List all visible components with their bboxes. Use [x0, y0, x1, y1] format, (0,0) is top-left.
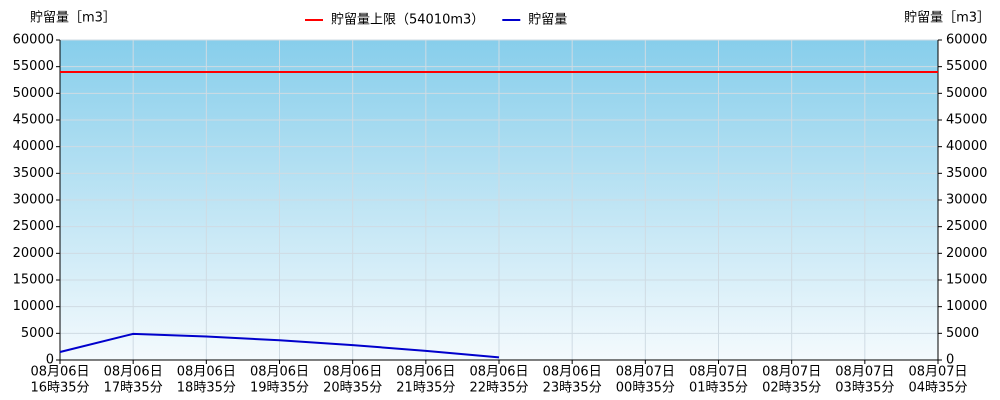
- x-tick-label: 18時35分: [177, 381, 236, 396]
- x-tick-label: 08月06日: [104, 365, 163, 380]
- y2-tick-label: 50000: [946, 86, 987, 101]
- y-tick-label: 15000: [13, 273, 54, 288]
- y-tick-label: 5000: [21, 326, 54, 341]
- x-tick-label: 08月07日: [762, 365, 821, 380]
- x-tick-label: 08月06日: [250, 365, 309, 380]
- x-tick-label: 01時35分: [689, 381, 748, 396]
- x-tick-label: 08月07日: [616, 365, 675, 380]
- x-tick-label: 04時35分: [908, 381, 967, 396]
- x-tick-label: 20時35分: [323, 381, 382, 396]
- y2-tick-label: 25000: [946, 219, 987, 234]
- data-line: [59, 332, 500, 359]
- y-tick-label: 25000: [13, 219, 54, 234]
- y2-axis-title: 貯留量［m3］: [904, 11, 990, 26]
- legend-label: 貯留量: [528, 13, 567, 28]
- y-tick-label: 0: [46, 353, 54, 368]
- y2-tick-label: 30000: [946, 193, 987, 208]
- y-axis-title: 貯留量［m3］: [30, 11, 116, 26]
- x-tick-label: 22時35分: [469, 381, 528, 396]
- legend: 貯留量上限（54010m3） 貯留量: [305, 13, 567, 28]
- x-tick-label: 19時35分: [250, 381, 309, 396]
- y-tick-label: 20000: [13, 246, 54, 261]
- x-tick-label: 08月06日: [177, 365, 236, 380]
- x-tick-label: 08月07日: [908, 365, 967, 380]
- x-tick-label: 08月06日: [469, 365, 528, 380]
- x-tick-label: 21時35分: [396, 381, 455, 396]
- x-tick-label: 08月07日: [689, 365, 748, 380]
- y2-tick-label: 0: [946, 353, 954, 368]
- y2-tick-label: 60000: [946, 33, 987, 48]
- y2-tick-label: 15000: [946, 273, 987, 288]
- y-tick-label: 55000: [13, 59, 54, 74]
- y2-tick-label: 10000: [946, 299, 987, 314]
- y2-tick-label: 55000: [946, 59, 987, 74]
- y-tick-label: 10000: [13, 299, 54, 314]
- x-tick-label: 08月06日: [30, 365, 89, 380]
- y-tick-label: 40000: [13, 139, 54, 154]
- x-tick-label: 03時35分: [835, 381, 894, 396]
- y2-tick-label: 45000: [946, 113, 987, 128]
- y-tick-label: 30000: [13, 193, 54, 208]
- y2-tick-label: 35000: [946, 166, 987, 181]
- y-tick-label: 50000: [13, 86, 54, 101]
- x-tick-label: 08月06日: [396, 365, 455, 380]
- x-tick-label: 08月06日: [323, 365, 382, 380]
- y2-tick-label: 5000: [946, 326, 979, 341]
- x-tick-label: 02時35分: [762, 381, 821, 396]
- y-tick-label: 45000: [13, 113, 54, 128]
- y2-tick-label: 20000: [946, 246, 987, 261]
- x-tick-label: 08月06日: [543, 365, 602, 380]
- y-tick-label: 35000: [13, 166, 54, 181]
- x-tick-label: 16時35分: [30, 381, 89, 396]
- legend-label: 貯留量上限（54010m3）: [331, 13, 484, 28]
- x-tick-label: 23時35分: [543, 381, 602, 396]
- x-tick-label: 00時35分: [616, 381, 675, 396]
- x-tick-label: 08月07日: [835, 365, 894, 380]
- x-tick-label: 17時35分: [104, 381, 163, 396]
- y2-tick-label: 40000: [946, 139, 987, 154]
- y-tick-label: 60000: [13, 33, 54, 48]
